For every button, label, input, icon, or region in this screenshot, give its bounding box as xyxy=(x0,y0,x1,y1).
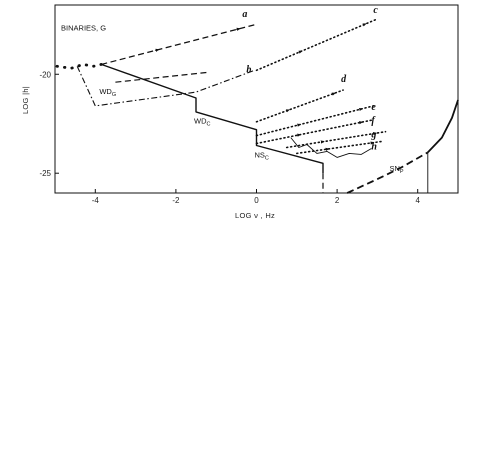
series-sn-curve xyxy=(427,99,459,154)
x-axis-title: LOG ν , Hz xyxy=(235,211,275,220)
series-b xyxy=(76,66,255,107)
curve-label-b: b xyxy=(246,64,251,75)
arrow-a-0 xyxy=(154,48,160,52)
series-g xyxy=(285,130,387,149)
series-wd-nsc-envelope xyxy=(101,63,324,174)
x-tick-label-4: 4 xyxy=(415,196,420,205)
series-layer xyxy=(55,18,459,194)
curve-label-d: d xyxy=(341,74,347,85)
curve-label-g: g xyxy=(370,130,376,141)
x-tick-label-2: 0 xyxy=(254,196,259,205)
y-tick-label-1: -25 xyxy=(39,169,51,178)
y-tick-label-0: -20 xyxy=(39,70,51,79)
series-f xyxy=(255,119,375,145)
series-b-dash xyxy=(115,71,209,83)
x-tick-label-1: -2 xyxy=(172,196,180,205)
series-h xyxy=(295,140,383,155)
arrow-c-1 xyxy=(362,23,367,27)
annotation-nsc: NSC xyxy=(254,150,268,161)
annotation-wdg: WDG xyxy=(99,87,116,98)
curve-label-a: a xyxy=(242,9,247,20)
arrow-c-0 xyxy=(298,50,303,54)
series-sn-dashed xyxy=(346,151,429,194)
curve-label-e: e xyxy=(371,102,376,113)
x-tick-label-3: 2 xyxy=(335,196,340,205)
axis-titles: LOG ν , Hz LOG |h| xyxy=(21,86,275,220)
x-tick-label-0: -4 xyxy=(92,196,100,205)
arrow-d-0 xyxy=(285,109,291,113)
series-c xyxy=(255,18,379,72)
curve-label-c: c xyxy=(373,5,378,16)
series-binaries-dots xyxy=(55,63,103,70)
arrow-e-1 xyxy=(358,107,364,112)
annotation-snp: SNP xyxy=(389,164,403,175)
tick-marks: -4 -2 0 2 4-20-25 xyxy=(39,70,420,205)
y-axis-title: LOG |h| xyxy=(21,86,30,114)
arrow-a-1 xyxy=(236,27,241,31)
series-e xyxy=(255,105,375,137)
curve-label-h: h xyxy=(371,141,377,152)
annotation-binaries: BINARIES, G xyxy=(61,24,106,33)
series-a xyxy=(101,24,255,65)
arrow-e-0 xyxy=(297,123,302,127)
curve-label-f: f xyxy=(371,116,376,127)
arrow-d-1 xyxy=(331,92,336,96)
annotation-wdc: WDC xyxy=(194,117,211,128)
series-ns-squiggle xyxy=(290,137,372,158)
series-d xyxy=(255,89,344,123)
